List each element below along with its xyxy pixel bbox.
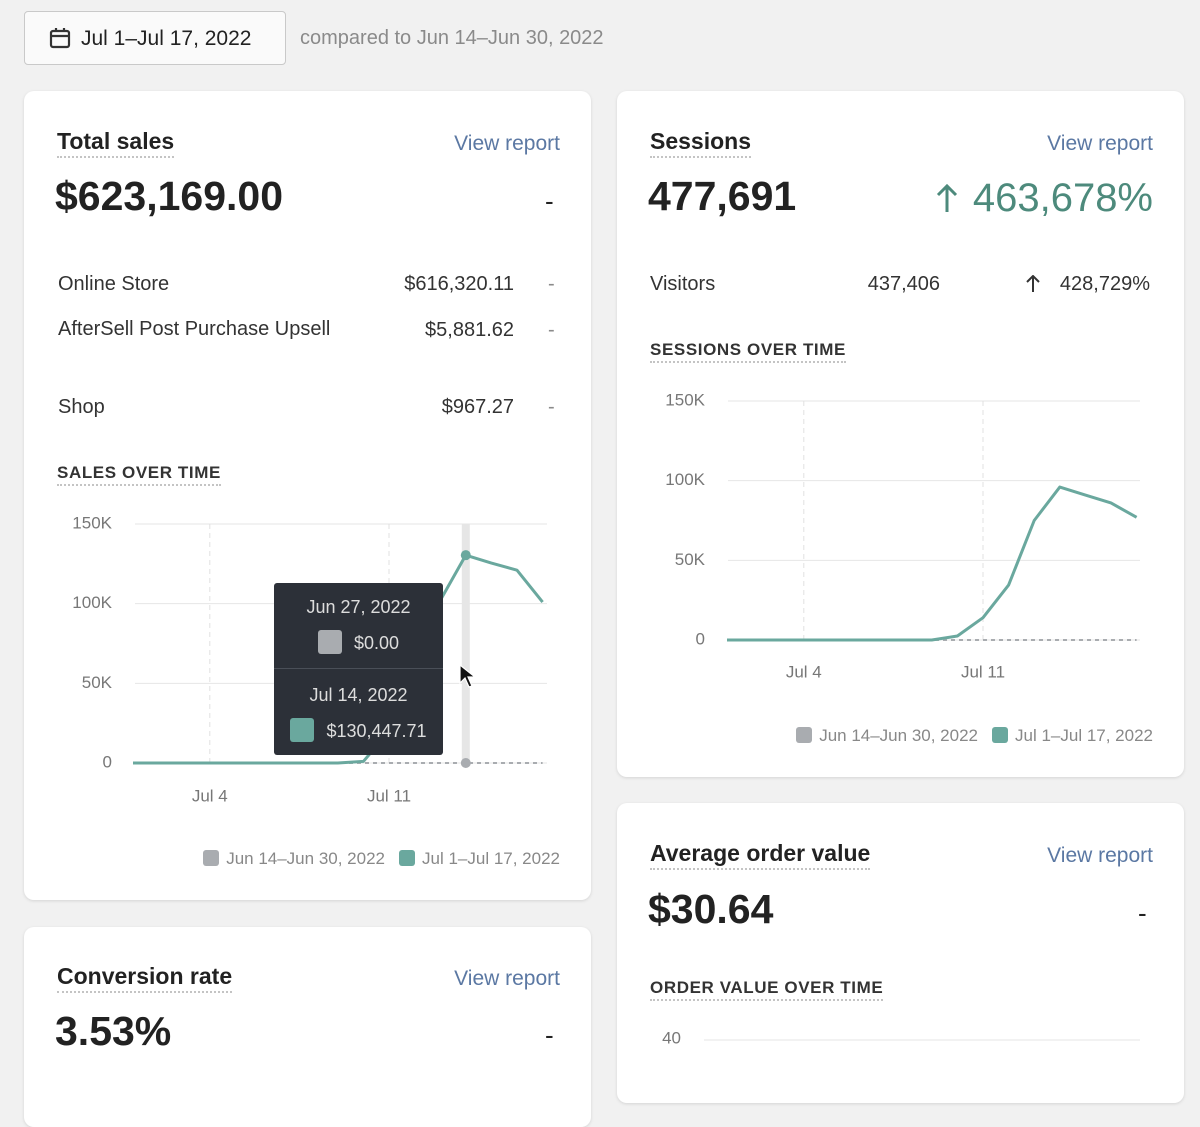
total-sales-value: $623,169.00	[55, 173, 284, 219]
tooltip-date: Jul 14, 2022	[309, 685, 408, 705]
view-report-link[interactable]: View report	[454, 967, 560, 990]
row-value: 437,406	[867, 273, 940, 295]
tooltip-value: $0.00	[353, 633, 400, 653]
legend: Jun 14–Jun 30, 2022 Jul 1–Jul 17, 2022	[203, 849, 560, 869]
chart-title: SALES OVER TIME	[57, 464, 221, 486]
card-title: Sessions	[650, 130, 751, 158]
view-report-link[interactable]: View report	[454, 132, 560, 155]
card-title: Conversion rate	[57, 965, 233, 993]
change: -	[545, 186, 554, 216]
up-arrow-icon	[1026, 275, 1040, 292]
date-range: Jul 1–Jul 17, 2022	[81, 27, 252, 50]
view-report-link[interactable]: View report	[1047, 132, 1153, 155]
tooltip-swatch	[317, 630, 342, 654]
legend-label: Jun 14–Jun 30, 2022	[226, 849, 385, 868]
sessions-value: 477,691	[648, 173, 797, 219]
tooltip-value: $130,447.71	[326, 721, 427, 741]
card-title: Average order value	[650, 842, 871, 870]
row-label: Shop	[58, 396, 105, 418]
sessions-change: 463,678%	[972, 176, 1153, 220]
row-value: $616,320.11	[404, 273, 514, 295]
tooltip-entry: $130,447.71	[274, 718, 443, 742]
tooltip: Jun 27, 2022 $0.00 Jul 14, 2022 $130,447…	[274, 583, 443, 755]
mouse-cursor	[459, 664, 477, 688]
legend-swatch	[992, 727, 1008, 743]
legend-item: Jun 14–Jun 30, 2022	[203, 849, 385, 869]
row-value: $5,881.62	[425, 319, 514, 341]
aov-value: $30.64	[648, 886, 774, 932]
legend-label: Jul 1–Jul 17, 2022	[422, 849, 560, 868]
legend: Jun 14–Jun 30, 2022 Jul 1–Jul 17, 2022	[796, 726, 1153, 746]
sessions-card	[617, 91, 1184, 777]
page: Jul 1–Jul 17, 2022 compared to Jun 14–Ju…	[24, 11, 1184, 1127]
chart-title: SESSIONS OVER TIME	[650, 341, 846, 363]
legend-swatch	[399, 850, 415, 866]
change: -	[1138, 898, 1147, 928]
row-label: Online Store	[58, 273, 170, 295]
tooltip-divider	[274, 668, 443, 669]
up-arrow-icon	[936, 184, 958, 212]
total-sales-card	[24, 91, 591, 900]
tooltip-date: Jun 27, 2022	[306, 597, 411, 617]
view-report-link[interactable]: View report	[1047, 844, 1153, 867]
row-change: -	[548, 396, 555, 418]
calendar-icon	[49, 28, 71, 49]
chart-title: ORDER VALUE OVER TIME	[650, 979, 884, 1001]
row-label: AfterSell Post Purchase Upsell	[58, 318, 331, 340]
tooltip-swatch	[290, 718, 315, 742]
date-picker[interactable]: Jul 1–Jul 17, 2022	[24, 11, 286, 65]
row-change: -	[548, 273, 555, 295]
legend-swatch	[796, 727, 813, 743]
legend-item: Jul 1–Jul 17, 2022	[992, 726, 1153, 746]
row-label: Visitors	[650, 273, 716, 295]
legend-item: Jun 14–Jun 30, 2022	[796, 726, 978, 746]
legend-swatch	[203, 850, 220, 866]
row-change: 428,729%	[1059, 273, 1150, 295]
legend-label: Jun 14–Jun 30, 2022	[819, 726, 978, 745]
tooltip-entry: $0.00	[274, 630, 443, 654]
card-title: Total sales	[57, 130, 175, 158]
change: -	[545, 1020, 554, 1050]
row-change: -	[548, 319, 555, 341]
legend-label: Jul 1–Jul 17, 2022	[1015, 726, 1153, 745]
conversion-value: 3.53%	[55, 1008, 172, 1054]
row-value: $967.27	[441, 396, 514, 418]
legend-item: Jul 1–Jul 17, 2022	[399, 849, 560, 869]
comparison-text: compared to Jun 14–Jun 30, 2022	[300, 27, 604, 49]
